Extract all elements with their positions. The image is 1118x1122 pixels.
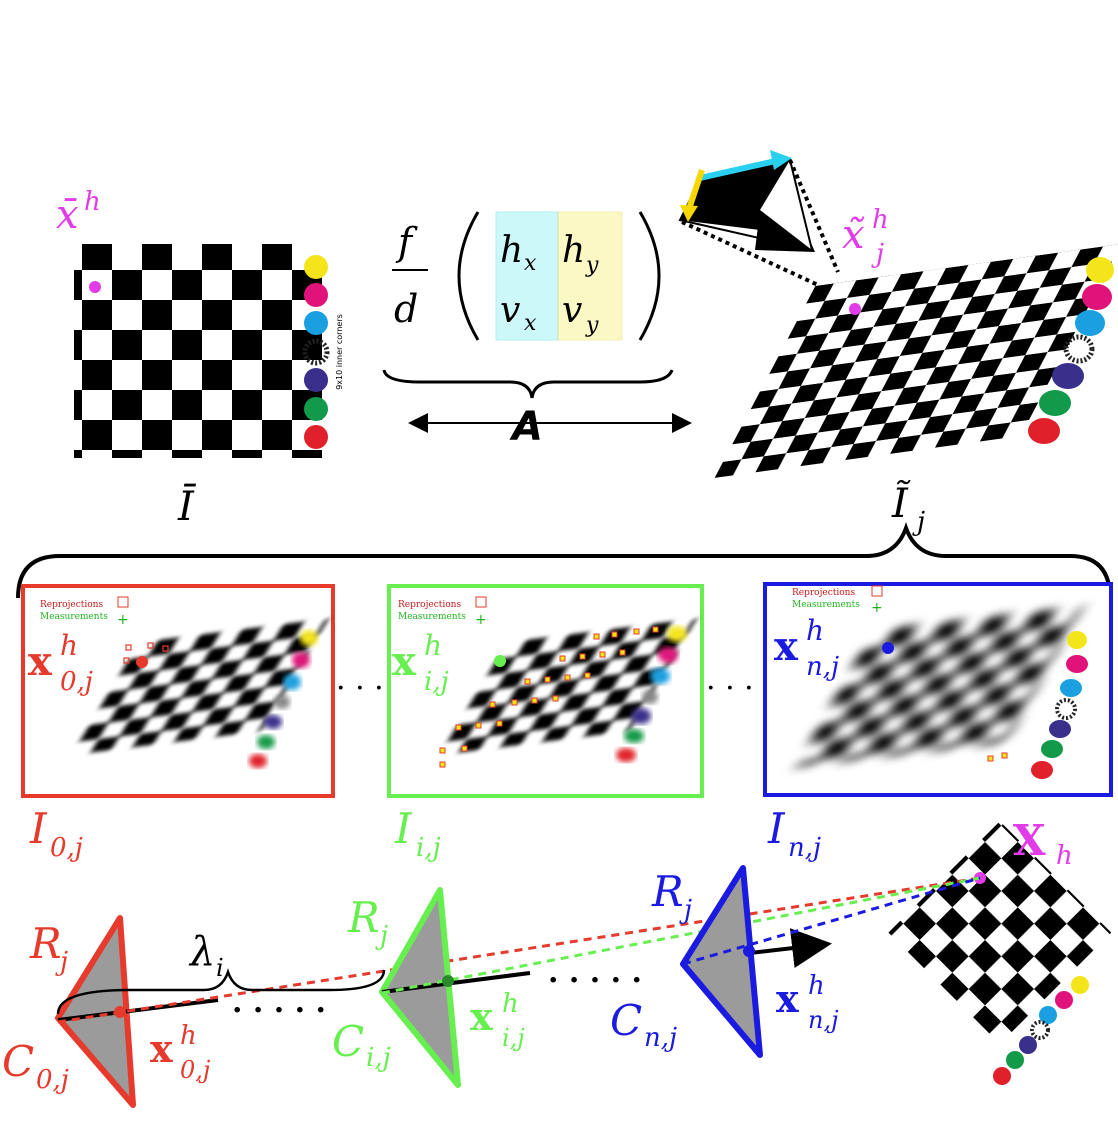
svg-text:0,j: 0,j [180,1056,211,1084]
pn-point-label: x [774,623,799,670]
svg-text:i: i [216,954,224,982]
m-hx: h [500,230,523,271]
ref-image-label: Ī [177,484,197,530]
panel-0: Reprojections Measurements + [21,584,335,798]
svg-text:+: + [871,600,883,616]
svg-text:y: y [585,313,599,338]
brace-label-A: A [509,404,543,450]
svg-text:+: + [475,612,487,628]
pi-image-label: I [394,804,413,853]
warped-checkerboard [714,243,1118,478]
panel-n: Reprojections Measurements + [763,582,1113,797]
svg-text:h: h [872,205,889,235]
world-point-label: X [1013,816,1046,865]
camn-R: R [651,867,684,916]
yellow-axis-arrow [685,169,705,213]
svg-text:Reprojections: Reprojections [398,600,461,610]
pn-image-label: I [767,804,786,853]
camera-n [680,865,981,1058]
svg-text:h: h [424,629,442,662]
pi-point-label: x [392,638,417,685]
panel-i: Reprojections Measurements + [387,584,704,798]
svg-text:x: x [524,311,537,336]
world-checkerboard [888,821,1112,1044]
svg-text:Reprojections: Reprojections [792,588,855,598]
cami-R: R [347,893,380,942]
ref-point-sup: h [84,187,101,217]
svg-text:h: h [180,1021,197,1051]
lambda-label: λ [188,929,215,975]
reference-point [89,281,101,293]
svg-text:i,j: i,j [416,833,441,863]
camera-i [379,876,981,1088]
svg-text:h: h [806,614,824,647]
cam0-x: x [150,1026,173,1071]
bottom-ellipsis-1: . . . . . [232,985,326,1020]
svg-text:n,j: n,j [808,1006,839,1034]
svg-text:n,j: n,j [644,1023,677,1053]
reference-checkerboard [74,244,322,458]
svg-text:n,j: n,j [788,833,821,863]
warped-markers [1028,257,1114,444]
svg-text:h: h [60,629,78,662]
camera-0 [55,876,981,1108]
svg-text:Reprojections: Reprojections [40,600,103,610]
svg-text:y: y [585,253,599,278]
frac-den: d [394,287,418,331]
cyan-axis-arrow [699,157,781,181]
svg-text:0,j: 0,j [60,667,93,697]
m-vy: v [562,290,582,331]
svg-text:x: x [524,251,537,276]
panel-ellipsis-1: · · · [336,671,384,706]
marker-caption: 9x10 inner corners [335,314,344,390]
svg-text:i,j: i,j [366,1043,391,1073]
warp-image-label: Ĩ [891,480,911,527]
reference-markers: 9x10 inner corners [302,255,344,449]
camn-C: C [610,996,642,1045]
svg-text:j: j [871,239,884,269]
warped-point [849,303,861,315]
corner-inset [678,150,840,287]
m-vx: v [500,290,520,331]
m-hy: h [562,230,585,271]
svg-text:Measurements: Measurements [398,612,466,622]
p0-image-label: I [29,804,48,853]
cami-x: x [470,994,493,1039]
svg-text:h: h [1056,841,1073,871]
svg-text:i,j: i,j [502,1024,525,1052]
svg-text:Measurements: Measurements [40,612,108,622]
world-markers [993,976,1089,1085]
bottom-ellipsis-2: . . . . . [548,955,642,990]
svg-text:n,j: n,j [806,652,839,682]
svg-text:i,j: i,j [424,667,449,697]
cam0-R: R [29,919,62,968]
cami-C: C [332,1017,364,1066]
homography-matrix: f d h x h y v x v y A [382,211,692,450]
svg-text:0,j: 0,j [50,833,83,863]
svg-text:j: j [912,507,925,537]
cam0-C: C [2,1037,34,1086]
image-set-brace [16,522,1112,599]
p0-point-label: x [28,638,53,685]
svg-text:Measurements: Measurements [792,600,860,610]
ref-point-label: x̄ [56,192,79,238]
camn-x: x [776,976,799,1021]
svg-text:h: h [808,971,825,1001]
svg-text:h: h [502,989,519,1019]
svg-text:0,j: 0,j [36,1065,69,1095]
warp-point-label: x̃ [842,212,865,258]
svg-text:+: + [117,612,129,628]
lambda-brace [56,968,386,1015]
frac-num: f [395,220,418,264]
panel-ellipsis-2: · · · [706,671,754,706]
